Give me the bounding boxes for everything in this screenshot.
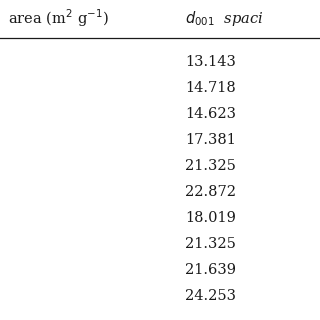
Text: 21.325: 21.325 bbox=[185, 237, 236, 251]
Text: 21.639: 21.639 bbox=[185, 263, 236, 277]
Text: 21.325: 21.325 bbox=[185, 159, 236, 173]
Text: $d_{001}$  spaci: $d_{001}$ spaci bbox=[185, 9, 263, 28]
Text: 18.019: 18.019 bbox=[185, 211, 236, 225]
Text: 24.253: 24.253 bbox=[185, 289, 236, 303]
Text: 13.143: 13.143 bbox=[185, 55, 236, 69]
Text: 14.623: 14.623 bbox=[185, 107, 236, 121]
Text: 14.718: 14.718 bbox=[185, 81, 236, 95]
Text: 22.872: 22.872 bbox=[185, 185, 236, 199]
Text: 17.381: 17.381 bbox=[185, 133, 236, 147]
Text: area (m$^2$ g$^{-1}$): area (m$^2$ g$^{-1}$) bbox=[8, 7, 109, 29]
